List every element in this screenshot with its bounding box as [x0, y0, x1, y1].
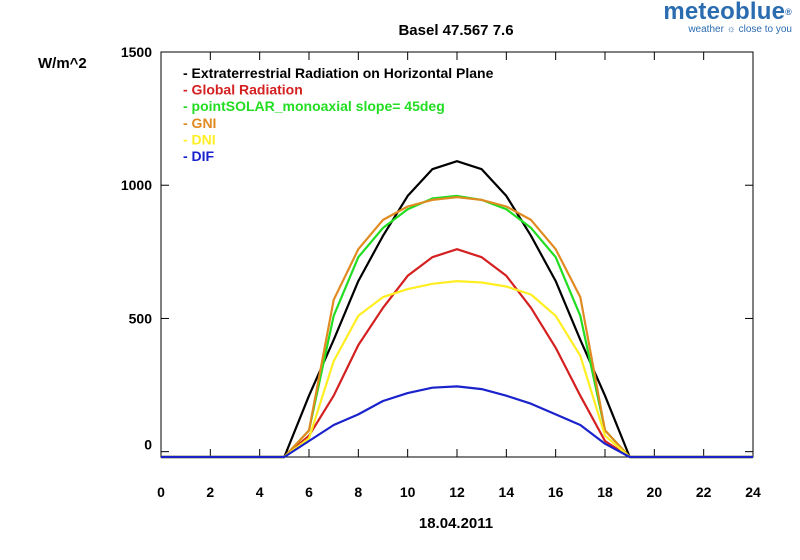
- x-tick-label: 2: [206, 484, 214, 500]
- x-tick-label: 0: [157, 484, 165, 500]
- series-line: [161, 196, 753, 459]
- series-line: [161, 385, 753, 459]
- legend-entry: - GNI: [183, 115, 216, 131]
- x-tick-label: 6: [305, 484, 313, 500]
- y-tick-label: 500: [129, 310, 153, 326]
- x-tick-label: 16: [548, 484, 564, 500]
- y-tick-label: 1000: [121, 177, 152, 193]
- legend-entry: - DNI: [183, 131, 216, 147]
- legend-entry: - DIF: [183, 148, 215, 164]
- x-tick-label: 18: [597, 484, 613, 500]
- x-tick-label: 8: [354, 484, 362, 500]
- legend: - Extraterrestrial Radiation on Horizont…: [183, 65, 494, 164]
- x-tick-label: 12: [449, 484, 465, 500]
- x-tick-label: 22: [696, 484, 712, 500]
- x-tick-label: 14: [499, 484, 515, 500]
- series-line: [161, 194, 753, 459]
- legend-entry: - pointSOLAR_monoaxial slope= 45deg: [183, 98, 445, 114]
- x-tick-label: 20: [647, 484, 663, 500]
- legend-entry: - Global Radiation: [183, 82, 303, 98]
- chart-title: Basel 47.567 7.6: [398, 22, 513, 39]
- x-tick-label: 10: [400, 484, 416, 500]
- legend-entry: - Extraterrestrial Radiation on Horizont…: [183, 65, 494, 81]
- brand-tagline: weather ☼ close to you: [688, 24, 792, 35]
- x-tick-label: 4: [256, 484, 264, 500]
- brand-reg: ®: [785, 7, 792, 17]
- y-tick-label: 0: [144, 437, 152, 453]
- brand-name: meteoblue: [663, 0, 786, 25]
- x-tick-label: 24: [745, 484, 761, 500]
- series-lines: [161, 160, 753, 459]
- y-tick-label: 1500: [121, 44, 152, 60]
- meteoblue-logo: meteoblue® weather ☼ close to you: [663, 0, 792, 36]
- series-line: [161, 280, 753, 459]
- series-line: [161, 160, 753, 459]
- y-axis-label: W/m^2: [38, 55, 87, 72]
- x-axis-label: 18.04.2011: [419, 515, 493, 532]
